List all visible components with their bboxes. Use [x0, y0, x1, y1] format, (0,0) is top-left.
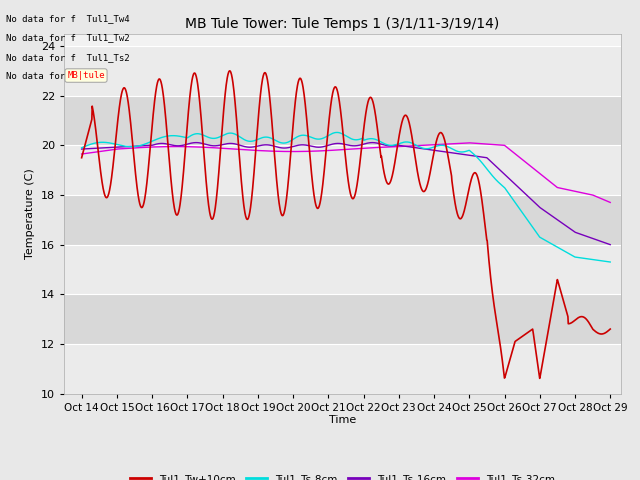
Bar	[64, 46, 621, 96]
Bar	[64, 344, 621, 394]
Bar	[64, 145, 621, 195]
Title: MB Tule Tower: Tule Temps 1 (3/1/11-3/19/14): MB Tule Tower: Tule Temps 1 (3/1/11-3/19…	[185, 17, 500, 31]
Bar	[64, 195, 621, 245]
Bar	[64, 294, 621, 344]
Bar	[64, 245, 621, 294]
Text: No data for f: No data for f	[6, 72, 87, 81]
Legend: Tul1_Tw+10cm, Tul1_Ts-8cm, Tul1_Ts-16cm, Tul1_Ts-32cm: Tul1_Tw+10cm, Tul1_Ts-8cm, Tul1_Ts-16cm,…	[125, 470, 559, 480]
Text: No data for f  Tul1_Tw4: No data for f Tul1_Tw4	[6, 14, 130, 24]
Bar	[64, 96, 621, 145]
Text: MB|tule: MB|tule	[67, 71, 105, 80]
Y-axis label: Temperature (C): Temperature (C)	[25, 168, 35, 259]
Text: No data for f  Tul1_Tw2: No data for f Tul1_Tw2	[6, 34, 130, 43]
X-axis label: Time: Time	[329, 415, 356, 425]
Text: No data for f  Tul1_Ts2: No data for f Tul1_Ts2	[6, 53, 130, 62]
